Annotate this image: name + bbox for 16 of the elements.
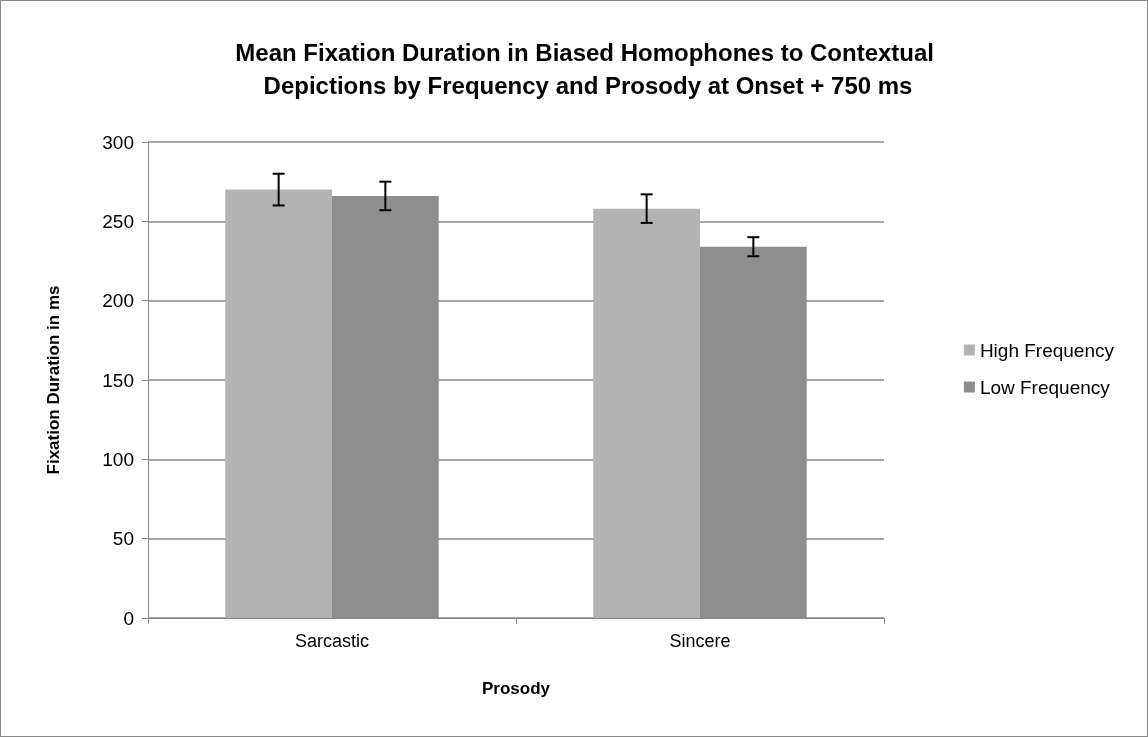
y-tick-label: 250 [102, 210, 134, 232]
y-tick-label: 50 [112, 528, 134, 550]
y-tick-label: 150 [102, 369, 134, 391]
y-tick-label: 200 [102, 290, 134, 312]
chart-title: Mean Fixation Duration in Biased Homophones to Contextual Depictions by Frequency and Prosody at Onset + 750 ms [235, 39, 941, 99]
bar [225, 189, 332, 618]
y-axis-title: Fixation Duration in ms [44, 285, 63, 475]
x-axis-title: Prosody [481, 679, 551, 698]
x-tick-label: Sarcastic [294, 631, 370, 651]
y-tick-label: 100 [102, 448, 134, 470]
bar [593, 208, 700, 618]
y-tick-label: 0 [123, 607, 134, 629]
legend-label: Low Frequency [979, 376, 1111, 398]
x-tick-label: Sincere [669, 631, 731, 651]
legend-label: High Frequency [979, 339, 1115, 361]
y-tick-label: 300 [102, 131, 134, 153]
